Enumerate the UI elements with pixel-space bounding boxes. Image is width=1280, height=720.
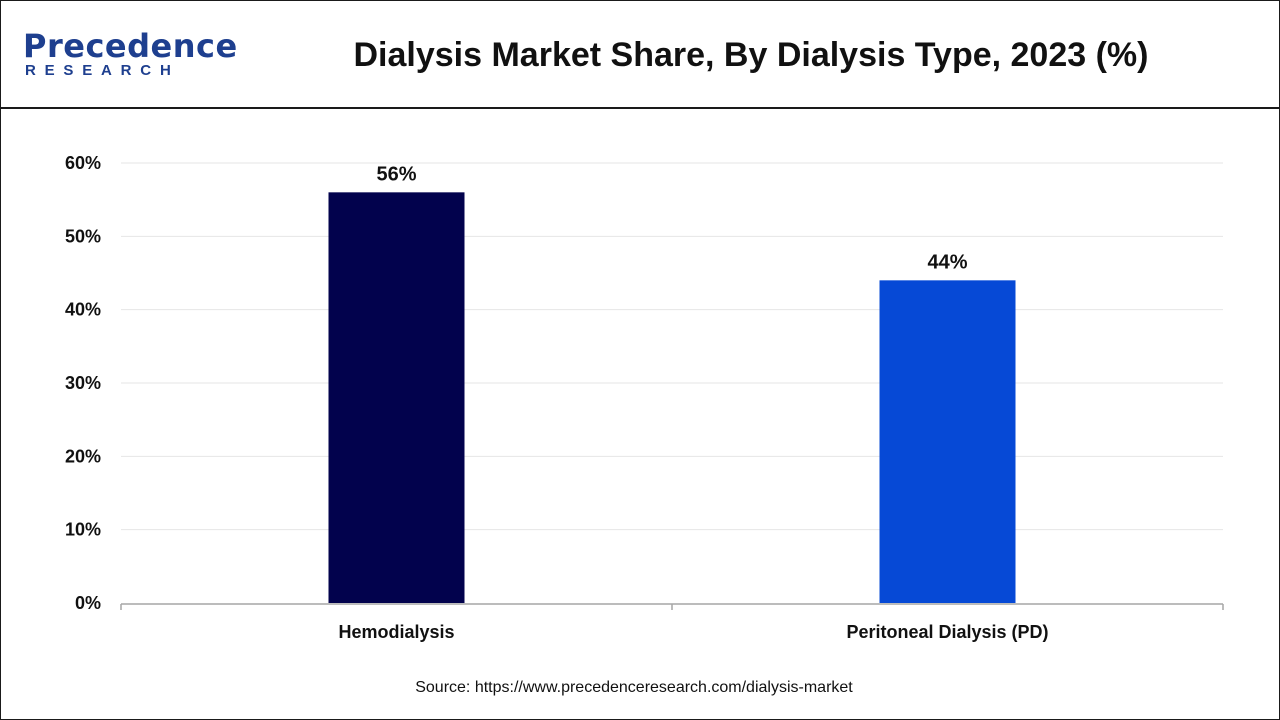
source-note: Source: https://www.precedenceresearch.c…	[415, 679, 853, 696]
x-tick-label: Hemodialysis	[338, 622, 454, 642]
y-tick-label: 0%	[75, 593, 101, 613]
chart-title: Dialysis Market Share, By Dialysis Type,…	[353, 36, 1149, 74]
y-tick-label: 40%	[65, 300, 101, 320]
logo-wordmark: Precedence	[23, 27, 238, 65]
brand-logo: Precedence RESEARCH	[23, 29, 237, 83]
header: Precedence RESEARCH Dialysis Market Shar…	[1, 1, 1279, 109]
bar-peritoneal-dialysis	[879, 280, 1016, 603]
bar-chart: 0% 10% 20% 30% 40% 50% 60% 56% Hemodialysis 44% Pe…	[65, 153, 1224, 642]
y-tick-label: 10%	[65, 520, 101, 540]
y-tick-label: 30%	[65, 373, 101, 393]
data-label: 56%	[376, 163, 416, 185]
y-tick-label: 20%	[65, 446, 101, 466]
x-tick-label: Peritoneal Dialysis (PD)	[846, 622, 1048, 642]
logo-subtitle: RESEARCH	[25, 62, 180, 79]
data-label: 44%	[927, 251, 967, 273]
bar-hemodialysis	[328, 192, 465, 603]
y-tick-label: 50%	[65, 226, 101, 246]
y-tick-label: 60%	[65, 153, 101, 173]
